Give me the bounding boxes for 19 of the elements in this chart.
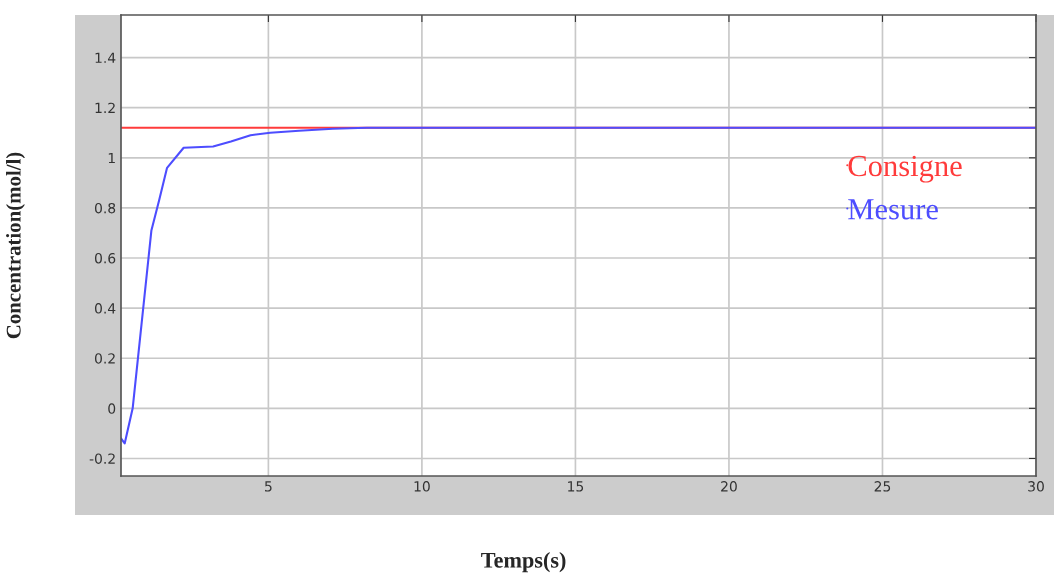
legend-label: Consigne xyxy=(848,155,962,183)
y-tick-label: 0 xyxy=(108,403,116,414)
y-tick-label: 1.4 xyxy=(95,52,116,63)
x-tick-label: 20 xyxy=(721,481,737,492)
y-tick-label: 0.4 xyxy=(94,303,116,314)
y-axis-title: Concentration(mol/l) xyxy=(6,152,25,339)
x-tick-label: 25 xyxy=(874,481,891,492)
x-tick-label: 10 xyxy=(414,481,430,492)
y-tick-label: -0.2 xyxy=(89,453,115,464)
x-tick-label: 5 xyxy=(265,481,272,492)
x-tick-label: 15 xyxy=(568,481,584,492)
y-tick-label: 1 xyxy=(108,152,115,164)
x-tick-label: 30 xyxy=(1028,481,1044,492)
y-tick-label: 0.6 xyxy=(94,253,116,264)
y-tick-label: 0.8 xyxy=(94,202,116,214)
y-tick-label: 0.2 xyxy=(94,353,115,364)
x-axis-title: Temps(s) xyxy=(481,552,566,573)
legend-label: Mesure xyxy=(848,199,938,220)
y-tick-label: 1.2 xyxy=(95,102,115,113)
